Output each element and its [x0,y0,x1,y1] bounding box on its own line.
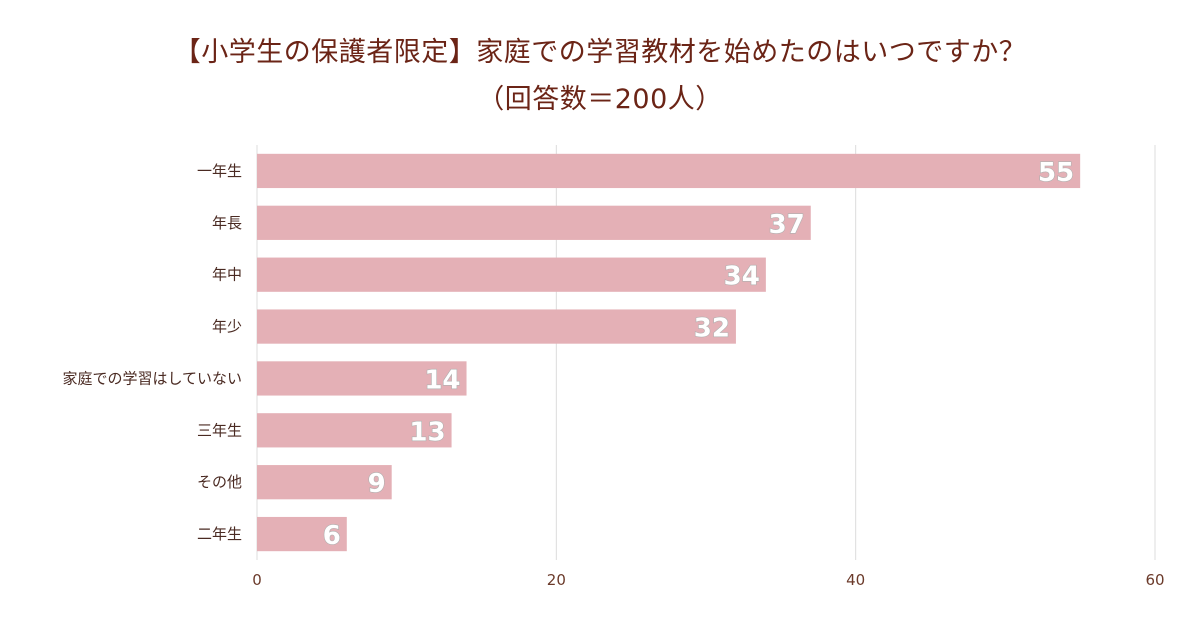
value-label: 32 [694,314,730,344]
x-tick-label: 0 [252,571,262,589]
value-label: 13 [409,417,445,447]
value-label: 6 [323,521,341,551]
value-label: 9 [368,469,386,499]
bar [257,153,1081,189]
chart-title: 【小学生の保護者限定】家庭での学習教材を始めたのはいつですか？ [173,37,1027,68]
bar [257,205,811,240]
category-label: 年中 [212,266,242,284]
value-label: 34 [724,262,760,292]
bar [257,361,467,396]
category-label: 一年生 [197,162,242,180]
category-label: 年少 [212,318,242,336]
bar [257,465,392,500]
chart-subtitle: （回答数＝200人） [477,84,723,115]
value-label: 55 [1038,158,1074,188]
value-label: 14 [424,365,460,395]
category-label: その他 [197,473,242,491]
bars [257,153,1081,552]
category-label: 三年生 [197,421,242,439]
bar [257,257,766,292]
bar [257,309,736,344]
x-tick-label: 20 [547,571,566,589]
category-label: 年長 [212,214,242,232]
x-tick-label: 60 [1145,571,1164,589]
labels: 0 20 40 60 一年生 55 年長 37 年中 34 年少 32 家庭での学習はしていない 14 三年… [62,157,1164,589]
category-label: 家庭での学習はしていない [62,369,242,387]
category-label: 二年生 [197,525,242,543]
bar [257,413,452,448]
bar [257,516,347,552]
x-tick-label: 40 [846,571,865,589]
value-label: 37 [769,210,805,240]
